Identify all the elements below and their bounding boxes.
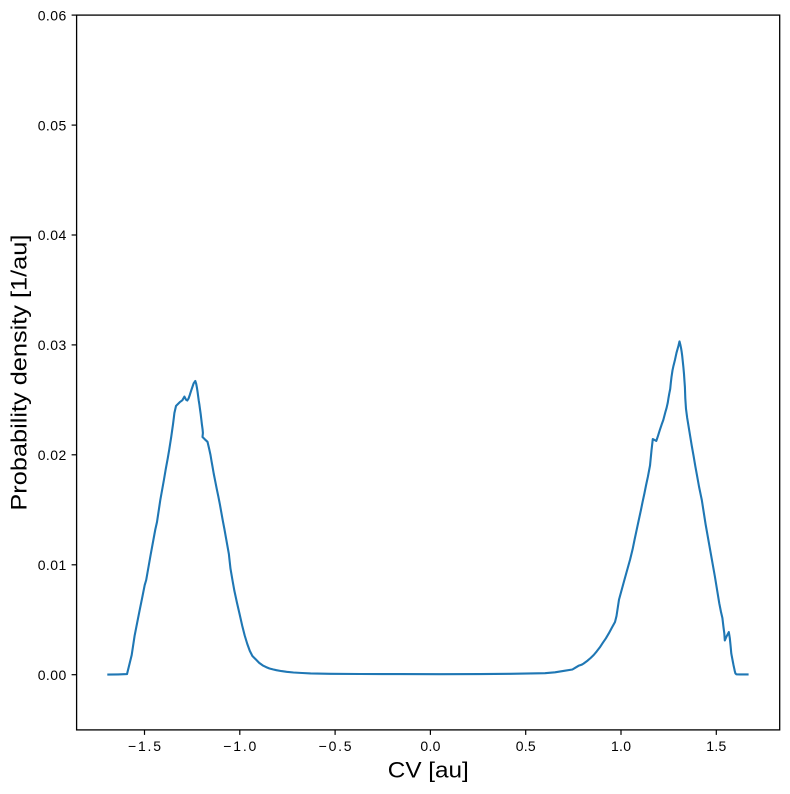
- svg-text:Probability density [1/au]: Probability density [1/au]: [7, 235, 32, 511]
- svg-text:0.06: 0.06: [38, 7, 67, 23]
- svg-text:−0.5: −0.5: [319, 738, 352, 754]
- svg-text:0.03: 0.03: [38, 337, 67, 353]
- svg-text:1.0: 1.0: [611, 738, 631, 754]
- svg-text:0.0: 0.0: [420, 738, 440, 754]
- svg-text:0.01: 0.01: [38, 557, 67, 573]
- svg-text:0.02: 0.02: [38, 447, 67, 463]
- svg-text:1.5: 1.5: [706, 738, 726, 754]
- svg-text:−1.5: −1.5: [128, 738, 161, 754]
- svg-text:0.5: 0.5: [516, 738, 536, 754]
- svg-text:CV [au]: CV [au]: [388, 757, 469, 782]
- svg-text:0.00: 0.00: [38, 667, 67, 683]
- svg-text:0.04: 0.04: [38, 227, 67, 243]
- svg-text:0.05: 0.05: [38, 117, 67, 133]
- svg-text:−1.0: −1.0: [223, 738, 256, 754]
